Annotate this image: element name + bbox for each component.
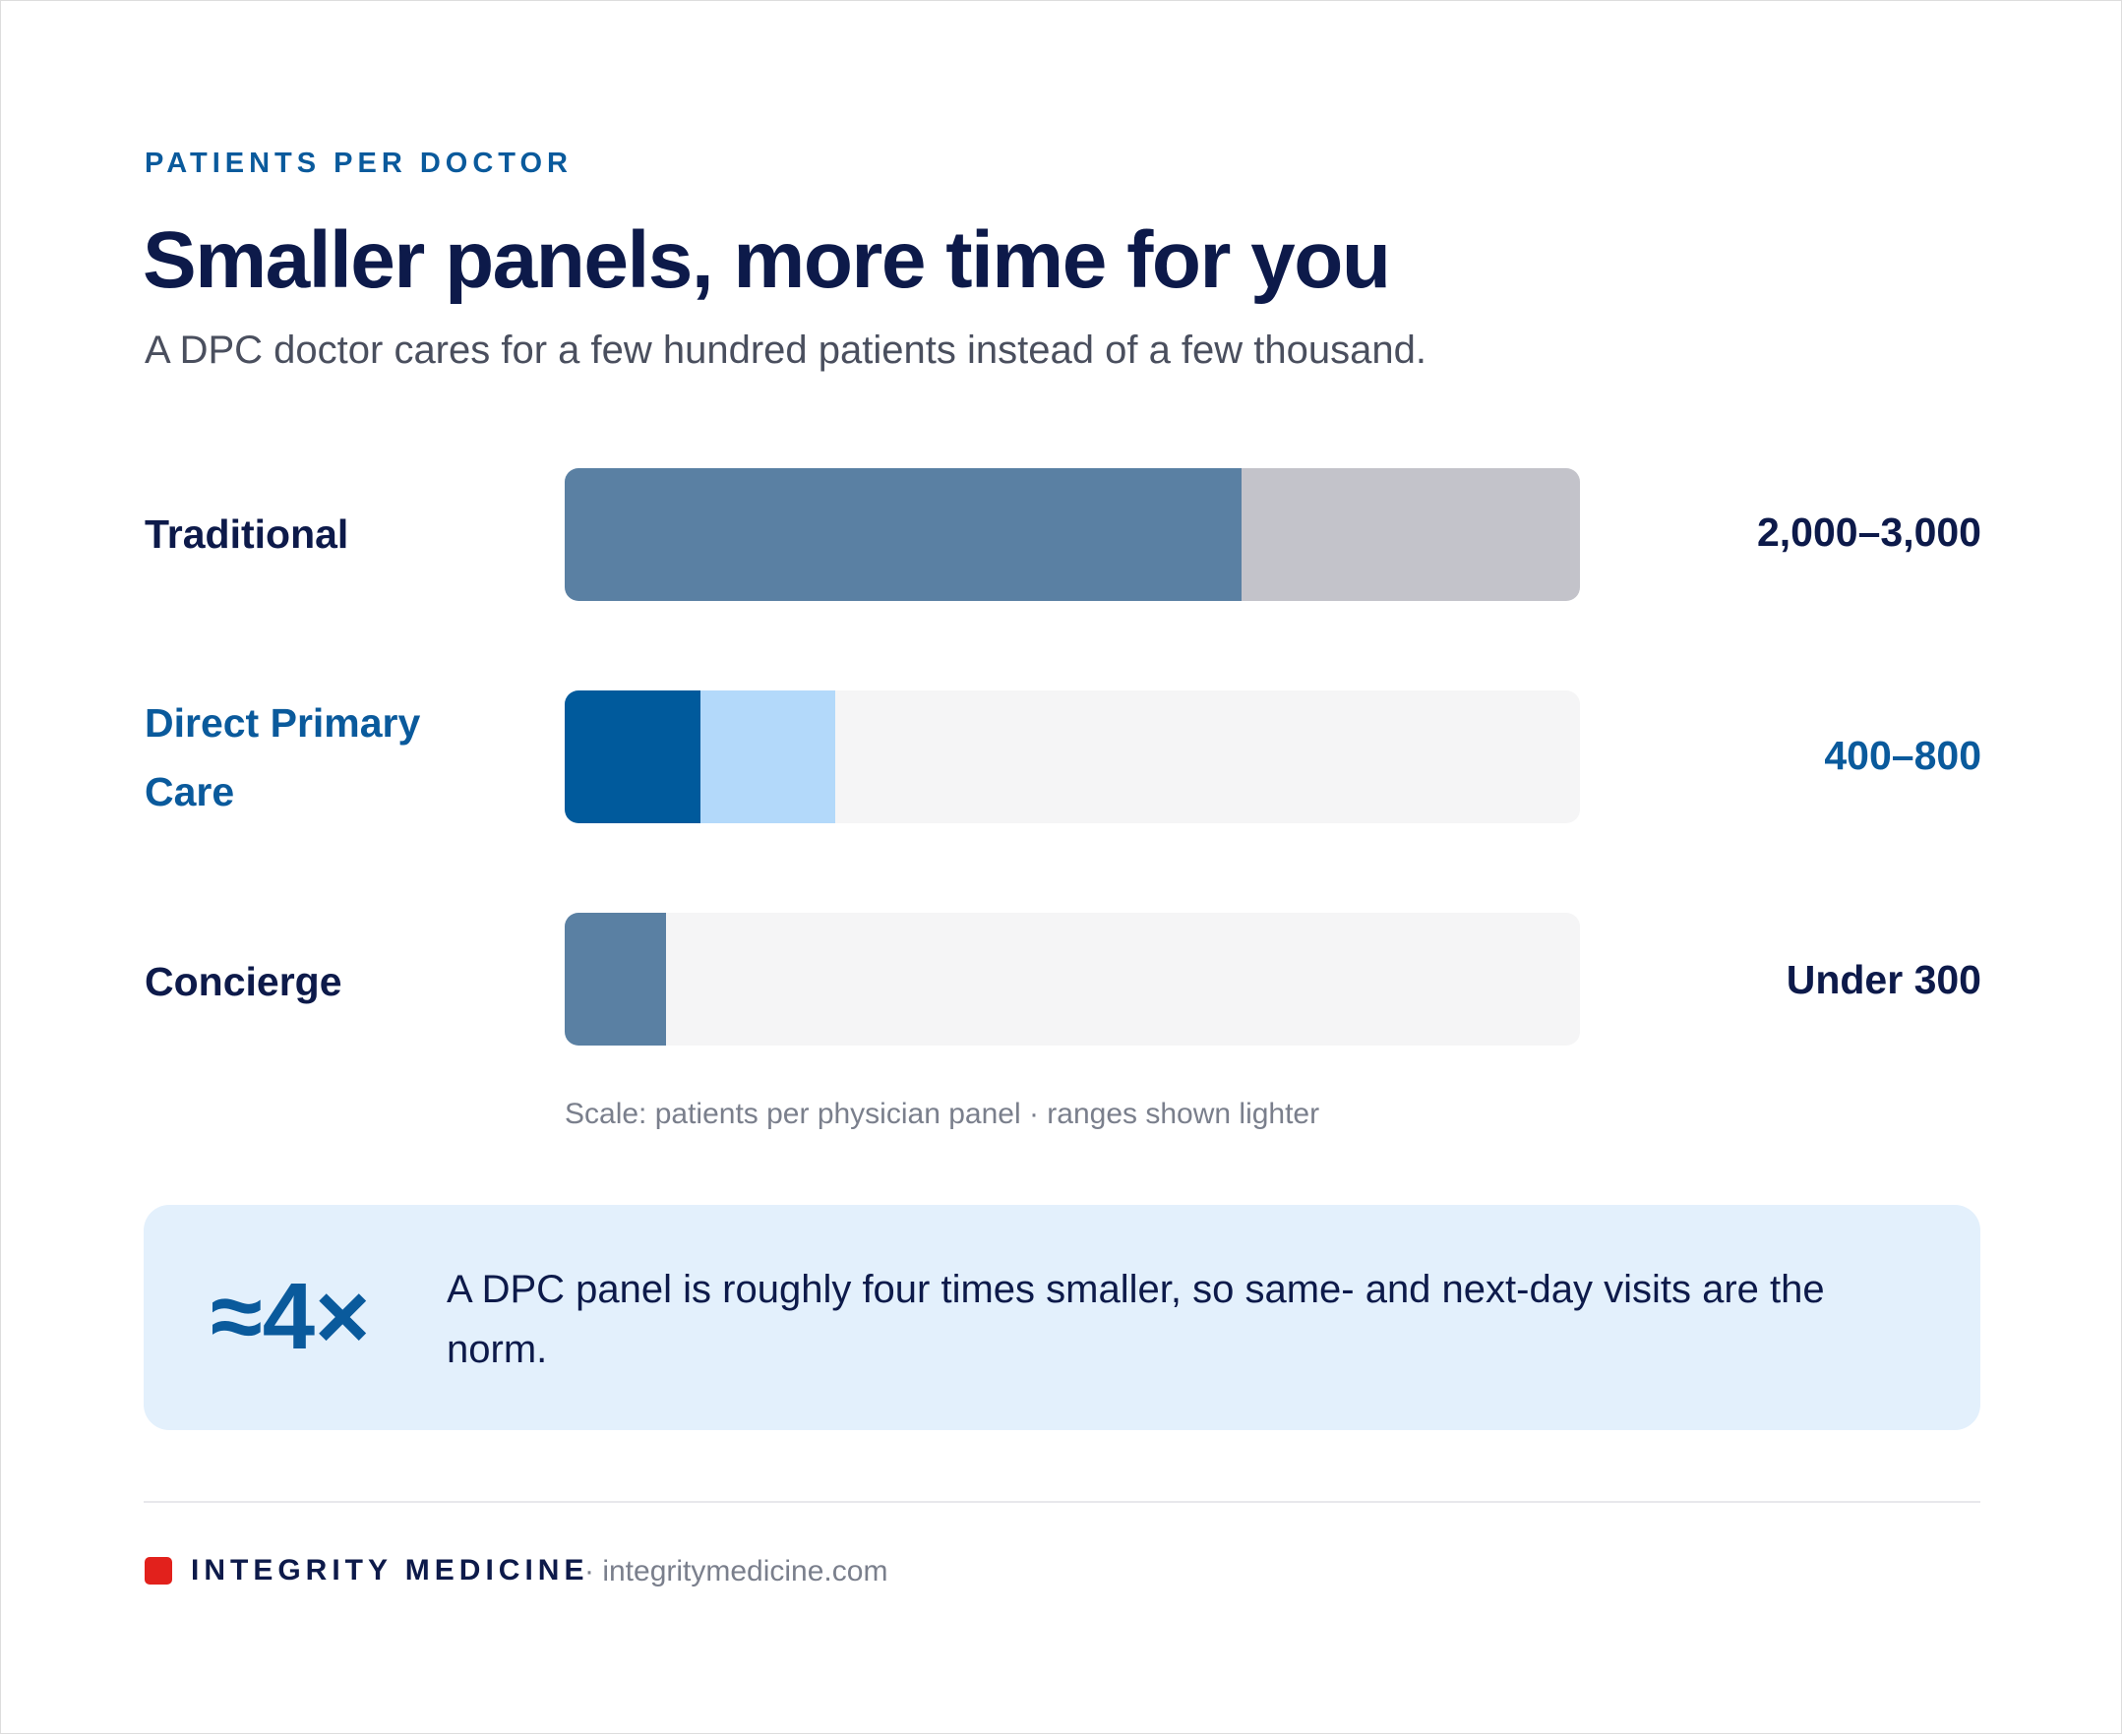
value-label-traditional: 2,000–3,000 <box>1756 509 1981 555</box>
footer-divider <box>144 1501 1980 1503</box>
callout-box: ≈4× A DPC panel is roughly four times sm… <box>144 1205 1980 1430</box>
chart-title: Smaller panels, more time for you <box>143 215 1391 305</box>
bar-traditional-range <box>1242 468 1580 601</box>
bar-label-traditional: Traditional <box>145 511 349 557</box>
value-label-concierge: Under 300 <box>1786 957 1981 1002</box>
bar-track-direct-primary-care <box>565 690 1580 823</box>
callout-figure: ≈4× <box>211 1264 371 1369</box>
scale-note: Scale: patients per physician panel · ra… <box>565 1098 1320 1130</box>
brand-square-icon <box>145 1557 172 1585</box>
bar-track-concierge <box>565 913 1580 1046</box>
bar-direct-primary-care-low <box>565 690 700 823</box>
bar-direct-primary-care-range <box>700 690 835 823</box>
bar-track-traditional <box>565 468 1580 601</box>
bar-concierge-low <box>565 913 666 1046</box>
bar-label-concierge: Concierge <box>145 959 342 1004</box>
brand-url: · integritymedicine.com <box>584 1555 888 1587</box>
callout-text: A DPC panel is roughly four times smalle… <box>447 1268 1825 1371</box>
bar-traditional-low <box>565 468 1242 601</box>
eyebrow-label: PATIENTS PER DOCTOR <box>145 148 573 179</box>
value-label-direct-primary-care: 400–800 <box>1824 733 1981 778</box>
bar-label-direct-primary-care: Direct Primary Care <box>145 700 421 814</box>
brand-name: INTEGRITY MEDICINE <box>191 1554 589 1586</box>
chart-subtitle: A DPC doctor cares for a few hundred pat… <box>145 329 1426 372</box>
